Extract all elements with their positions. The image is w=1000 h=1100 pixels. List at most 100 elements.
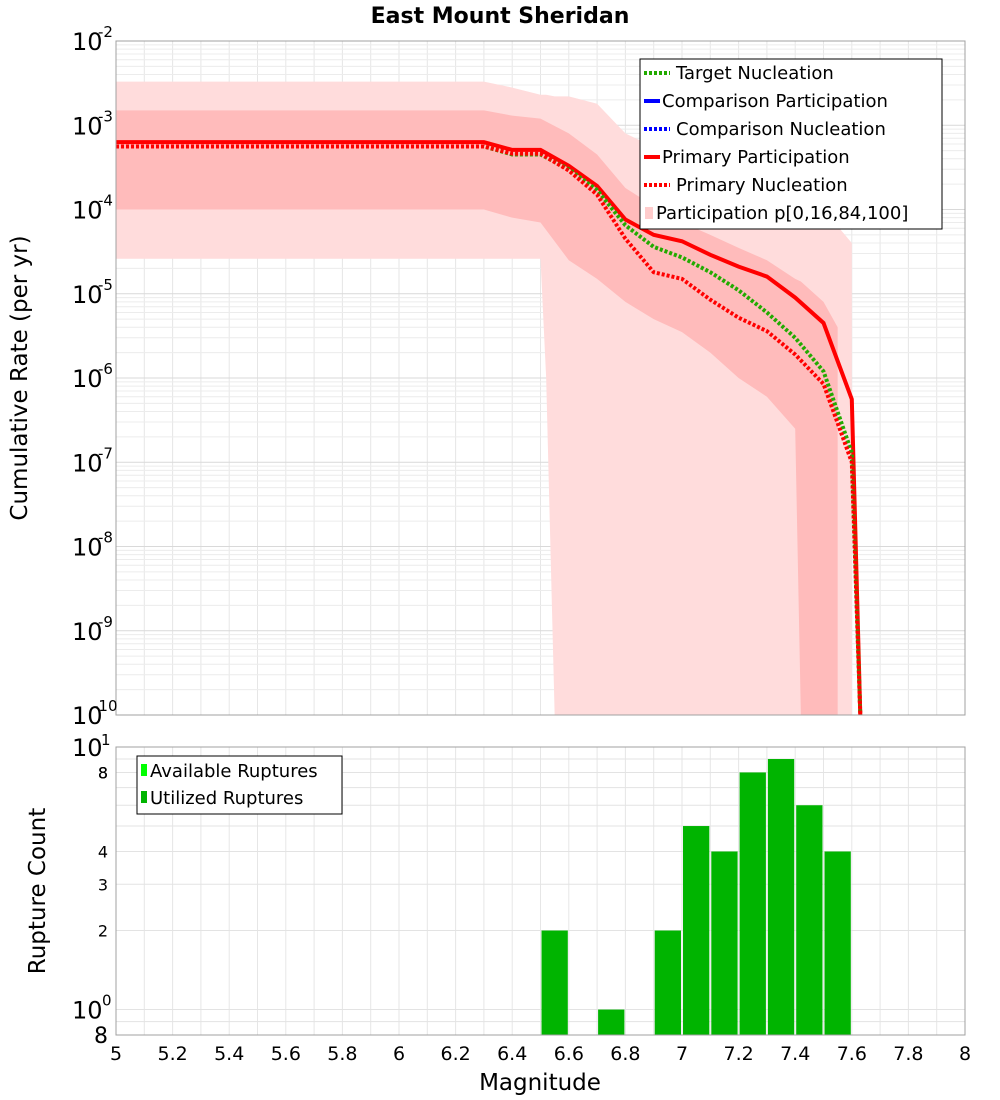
- rupture-legend-box: [136, 755, 343, 815]
- rate-y-tick-label: 10-10: [72, 697, 118, 730]
- series-primary-participation: [116, 140, 863, 716]
- x-tick-label: 5.2: [157, 1043, 187, 1065]
- rupture-bar: [824, 851, 851, 1035]
- tick-base: 10: [72, 618, 103, 646]
- rate-y-tick-label: 10-9: [72, 613, 113, 646]
- rupture-y-tick-minor: 8: [98, 763, 108, 782]
- rupture-y-tick-bottom: 8: [94, 1024, 108, 1049]
- rupture-y-tick-minor: 3: [98, 875, 108, 894]
- rupture-bar: [739, 772, 766, 1035]
- rupture-bar: [541, 930, 568, 1035]
- tick-exponent: -4: [98, 192, 113, 210]
- rupture-bar: [683, 826, 710, 1035]
- x-tick-label: 6.2: [440, 1043, 470, 1065]
- rupture-bar: [711, 851, 738, 1035]
- tick-base: 10: [72, 112, 103, 140]
- tick-exponent: -10: [93, 697, 118, 715]
- legend-entry: Comparison Participation: [644, 91, 888, 112]
- tick-exponent: 1: [101, 731, 111, 749]
- tick-exponent: -5: [98, 276, 113, 294]
- x-tick-label: 8: [959, 1043, 971, 1065]
- legend-label: Utilized Ruptures: [150, 788, 303, 809]
- rupture-bar: [654, 930, 681, 1035]
- legend-entry: Primary Nucleation: [644, 175, 848, 196]
- x-tick-label: 6: [393, 1043, 405, 1065]
- rupture-y-tick-minor: 2: [98, 922, 108, 941]
- legend-entry: Participation p[0,16,84,100]: [645, 203, 908, 224]
- rate-y-tick-label: 10-8: [72, 529, 113, 562]
- legend-entry: Utilized Ruptures: [141, 788, 303, 809]
- tick-exponent: 0: [102, 992, 112, 1010]
- rupture-bar: [767, 759, 795, 1035]
- rate-legend: Target Nucleation Comparison Participatio…: [639, 58, 943, 230]
- legend-label: Primary Nucleation: [676, 175, 848, 196]
- rupture-bars: [541, 759, 851, 1035]
- legend-label: Primary Participation: [662, 147, 850, 168]
- rate-y-tick-label: 10-7: [72, 444, 113, 477]
- rate-y-tick-label: 10-4: [72, 192, 113, 225]
- rupture-y-tick-minor: 4: [98, 842, 108, 861]
- legend-label: Comparison Nucleation: [676, 119, 886, 140]
- legend-label: Available Ruptures: [150, 761, 318, 782]
- x-tick-label: 5.8: [327, 1043, 357, 1065]
- rate-y-tick-labels: 10-210-310-410-510-610-710-810-910-10: [72, 23, 118, 730]
- x-tick-label: 5.6: [271, 1043, 301, 1065]
- tick-base: 10: [72, 534, 103, 562]
- legend-label: Target Nucleation: [675, 63, 834, 84]
- x-tick-label: 7.4: [780, 1043, 810, 1065]
- legend-swatch: [141, 791, 147, 803]
- x-tick-label: 7.6: [837, 1043, 867, 1065]
- rate-series-lines: [116, 140, 863, 716]
- rate-y-axis-label: Cumulative Rate (per yr): [7, 235, 33, 520]
- rate-y-tick-label: 10-3: [72, 107, 113, 140]
- tick-exponent: -2: [98, 23, 113, 41]
- rupture-x-tick-labels: 5 5.2 5.4 5.6 5.8 6 6.2 6.4 6.6 6.8 7 7.2 7.4 7.6 7.8 8: [110, 1043, 971, 1065]
- legend-swatch: [141, 764, 147, 776]
- rate-plot: 10-210-310-410-510-610-710-810-910-10 Cu…: [7, 23, 966, 730]
- rate-y-tick-label: 10-5: [72, 276, 113, 309]
- percentile-band-p16-p84: [116, 110, 838, 716]
- tick-base: 10: [72, 449, 103, 477]
- x-tick-label: 7.2: [723, 1043, 753, 1065]
- x-tick-label: 6.6: [554, 1043, 584, 1065]
- x-axis-label: Magnitude: [479, 1070, 601, 1096]
- rupture-y-tick-10: 101: [72, 731, 111, 762]
- x-tick-label: 5: [110, 1043, 122, 1065]
- series-primary-nucleation: [116, 144, 863, 716]
- legend-entry: Primary Participation: [644, 147, 850, 168]
- x-tick-label: 6.8: [610, 1043, 640, 1065]
- tick-base: 10: [72, 197, 103, 225]
- tick-exponent: -7: [98, 444, 113, 462]
- tick-exponent: -3: [98, 107, 113, 125]
- tick-base: 10: [72, 734, 103, 762]
- x-tick-label: 7: [676, 1043, 688, 1065]
- rupture-plot-frame: [115, 746, 966, 1036]
- tick-base: 10: [72, 702, 103, 730]
- rate-y-tick-label: 10-6: [72, 360, 113, 393]
- legend-entry: Available Ruptures: [141, 761, 318, 782]
- rate-legend-box: [639, 58, 943, 230]
- tick-base: 10: [72, 281, 103, 309]
- tick-base: 10: [72, 365, 103, 393]
- rate-y-tick-label: 10-2: [72, 23, 113, 56]
- rupture-y-tick-minor: 8: [98, 763, 108, 782]
- tick-base: 10: [72, 997, 103, 1025]
- legend-label: Participation p[0,16,84,100]: [656, 203, 908, 224]
- rupture-bar: [796, 805, 823, 1035]
- tick-exponent: -9: [98, 613, 113, 631]
- rupture-grid: [115, 747, 966, 1035]
- legend-entry: Target Nucleation: [644, 63, 834, 84]
- chart-title: East Mount Sheridan: [371, 4, 630, 29]
- tick-exponent: -8: [98, 529, 113, 547]
- rate-plot-frame: [115, 40, 966, 716]
- tick-base: 10: [72, 28, 103, 56]
- x-tick-label: 5.4: [214, 1043, 244, 1065]
- x-tick-label: 7.8: [893, 1043, 923, 1065]
- rupture-y-axis-label: Rupture Count: [25, 808, 51, 974]
- legend-swatch: [645, 207, 653, 219]
- rupture-bar: [598, 1009, 625, 1035]
- tick-exponent: -6: [98, 360, 113, 378]
- legend-entry: Comparison Nucleation: [644, 119, 886, 140]
